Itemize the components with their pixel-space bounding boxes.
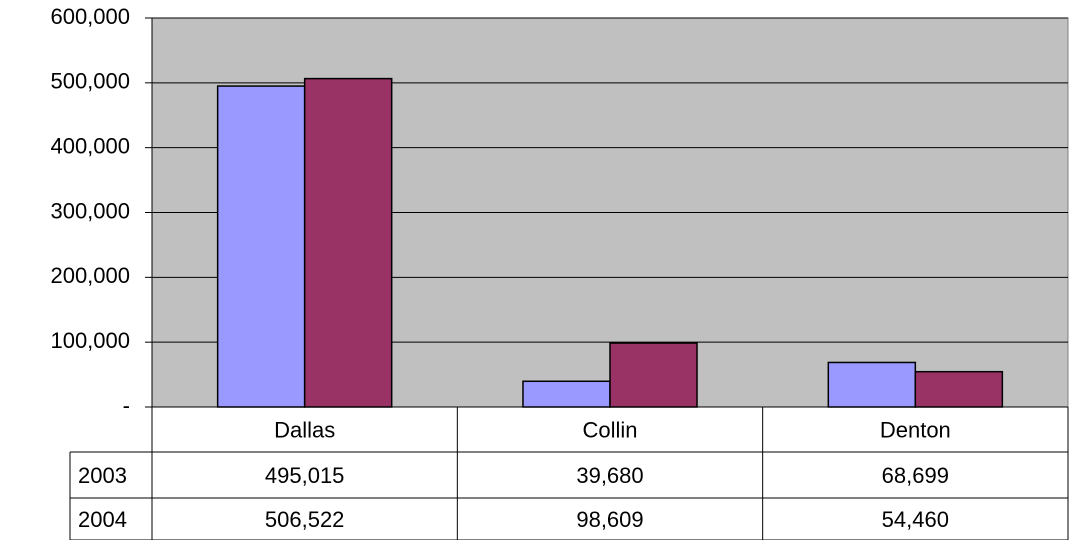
legend-label: 2003 bbox=[78, 463, 127, 488]
data-label: 68,699 bbox=[882, 463, 949, 488]
y-tick-label: 600,000 bbox=[50, 4, 130, 29]
y-tick-label: - bbox=[123, 393, 130, 418]
data-label: 98,609 bbox=[576, 507, 643, 532]
x-tick-label: Denton bbox=[880, 417, 951, 442]
bar bbox=[914, 370, 1004, 408]
y-tick-label: 400,000 bbox=[50, 133, 130, 158]
y-tick-label: 500,000 bbox=[50, 69, 130, 94]
data-label: 506,522 bbox=[265, 507, 345, 532]
legend-label: 2004 bbox=[78, 507, 127, 532]
x-tick-label: Dallas bbox=[274, 417, 335, 442]
bar bbox=[303, 77, 393, 408]
data-label: 54,460 bbox=[882, 507, 949, 532]
x-tick-label: Collin bbox=[582, 417, 637, 442]
data-label: 495,015 bbox=[265, 463, 345, 488]
data-label: 39,680 bbox=[576, 463, 643, 488]
y-tick-label: 300,000 bbox=[50, 198, 130, 223]
bar bbox=[216, 85, 306, 408]
y-tick-label: 100,000 bbox=[50, 328, 130, 353]
bar bbox=[609, 342, 698, 408]
bar bbox=[522, 380, 611, 408]
bar bbox=[827, 361, 917, 408]
y-tick-label: 200,000 bbox=[50, 263, 130, 288]
